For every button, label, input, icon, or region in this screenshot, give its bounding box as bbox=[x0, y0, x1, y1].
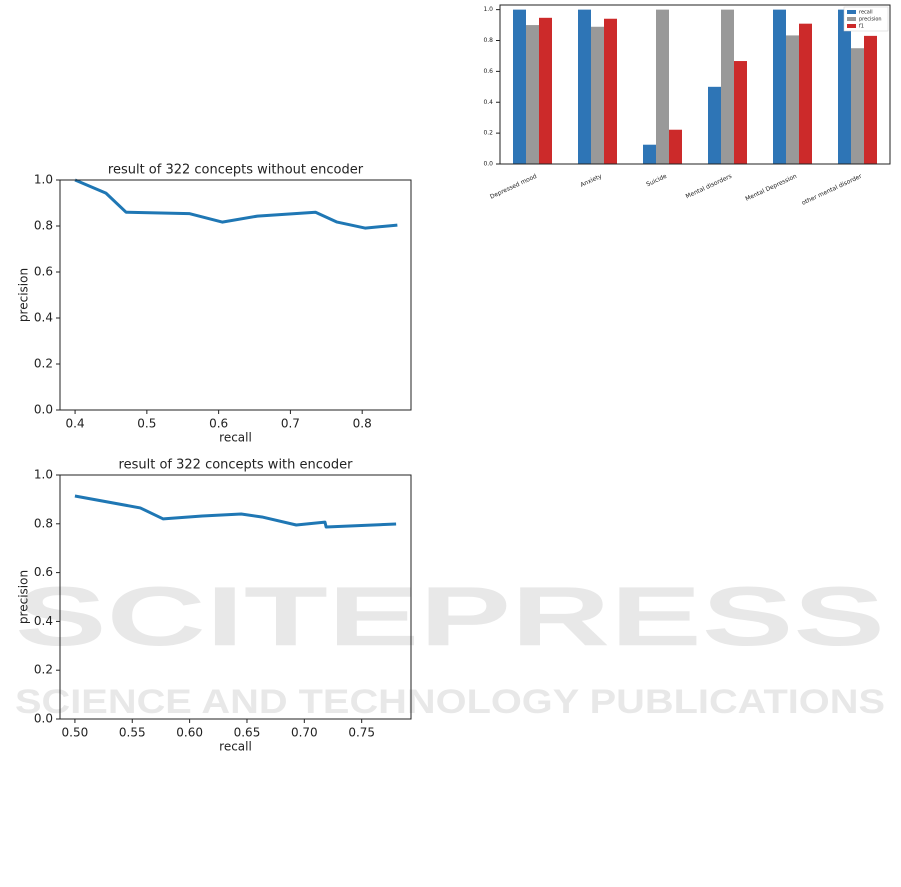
x-tick-label: Mental Depression bbox=[744, 173, 798, 203]
legend-swatch bbox=[847, 24, 856, 28]
bar bbox=[838, 9, 851, 164]
bar bbox=[669, 129, 682, 164]
y-tick-label: 0.2 bbox=[483, 130, 493, 137]
legend-swatch bbox=[847, 10, 856, 14]
y-tick-label: 0.6 bbox=[34, 265, 53, 279]
y-tick-label: 0.0 bbox=[483, 161, 493, 168]
y-tick-label: 0.6 bbox=[483, 68, 493, 75]
x-tick-label: 0.4 bbox=[66, 417, 85, 431]
bar bbox=[526, 25, 539, 164]
y-tick-label: 0.2 bbox=[34, 357, 53, 371]
axes-frame bbox=[59, 179, 412, 411]
bar bbox=[656, 9, 669, 164]
watermark-title: SCITEPRESS bbox=[15, 569, 885, 663]
x-tick-label: 0.7 bbox=[281, 417, 300, 431]
bar bbox=[773, 9, 786, 164]
bar bbox=[786, 35, 799, 165]
x-tick-label: 0.6 bbox=[209, 417, 228, 431]
x-tick-label: Suicide bbox=[645, 173, 668, 189]
bar bbox=[578, 9, 591, 164]
y-tick-label: 0.8 bbox=[34, 219, 53, 233]
y-tick-label: 0.4 bbox=[34, 311, 53, 325]
bar bbox=[708, 86, 721, 164]
axes-frame bbox=[499, 4, 891, 165]
x-tick-label: Depressed mood bbox=[489, 173, 538, 201]
bar bbox=[539, 17, 552, 164]
chart-title: result of 322 concepts without encoder bbox=[108, 163, 364, 178]
y-tick-label: 1.0 bbox=[34, 468, 53, 482]
y-tick-label: 1.0 bbox=[483, 6, 493, 13]
watermark-subtitle: SCIENCE AND TECHNOLOGY PUBLICATIONS bbox=[15, 683, 885, 721]
y-axis-label: precision bbox=[17, 570, 31, 624]
axes-frame bbox=[59, 474, 412, 720]
line bbox=[74, 178, 398, 230]
x-tick-label: 0.5 bbox=[137, 417, 156, 431]
line bbox=[74, 494, 397, 529]
y-tick-label: 0.0 bbox=[34, 712, 53, 726]
legend-swatch bbox=[847, 17, 856, 21]
legend-label: f1 bbox=[859, 24, 864, 30]
x-tick-label: 0.55 bbox=[119, 726, 146, 740]
bar bbox=[864, 35, 877, 165]
legend-label: recall bbox=[859, 10, 873, 16]
bar bbox=[643, 144, 656, 164]
x-tick-label: 0.8 bbox=[353, 417, 372, 431]
bar bbox=[721, 9, 734, 164]
bar bbox=[604, 18, 617, 165]
y-tick-label: 0.8 bbox=[483, 37, 493, 44]
bar bbox=[591, 26, 604, 164]
y-tick-label: 0.6 bbox=[34, 565, 53, 579]
legend-label: precision bbox=[859, 17, 882, 23]
chart-title: result of 322 concepts with encoder bbox=[119, 458, 354, 473]
x-axis-label: recall bbox=[219, 740, 252, 754]
y-tick-label: 0.4 bbox=[34, 614, 53, 628]
x-axis-label: recall bbox=[219, 431, 252, 445]
x-tick-label: 0.60 bbox=[176, 726, 203, 740]
bar bbox=[513, 9, 526, 164]
bar bbox=[851, 48, 864, 165]
y-axis-label: precision bbox=[17, 268, 31, 322]
x-tick-label: 0.65 bbox=[234, 726, 261, 740]
x-tick-label: Mental disorders bbox=[685, 173, 733, 200]
x-tick-label: 0.75 bbox=[348, 726, 375, 740]
y-tick-label: 0.4 bbox=[483, 99, 493, 106]
x-tick-label: Anxiety bbox=[579, 173, 603, 189]
x-tick-label: 0.70 bbox=[291, 726, 318, 740]
y-tick-label: 0.8 bbox=[34, 516, 53, 530]
y-tick-label: 0.2 bbox=[34, 663, 53, 677]
bar bbox=[734, 61, 747, 165]
y-tick-label: 0.0 bbox=[34, 403, 53, 417]
y-tick-label: 1.0 bbox=[34, 173, 53, 187]
x-tick-label: other mental disorder bbox=[801, 173, 864, 207]
x-tick-label: 0.50 bbox=[62, 726, 89, 740]
bar bbox=[799, 23, 812, 165]
